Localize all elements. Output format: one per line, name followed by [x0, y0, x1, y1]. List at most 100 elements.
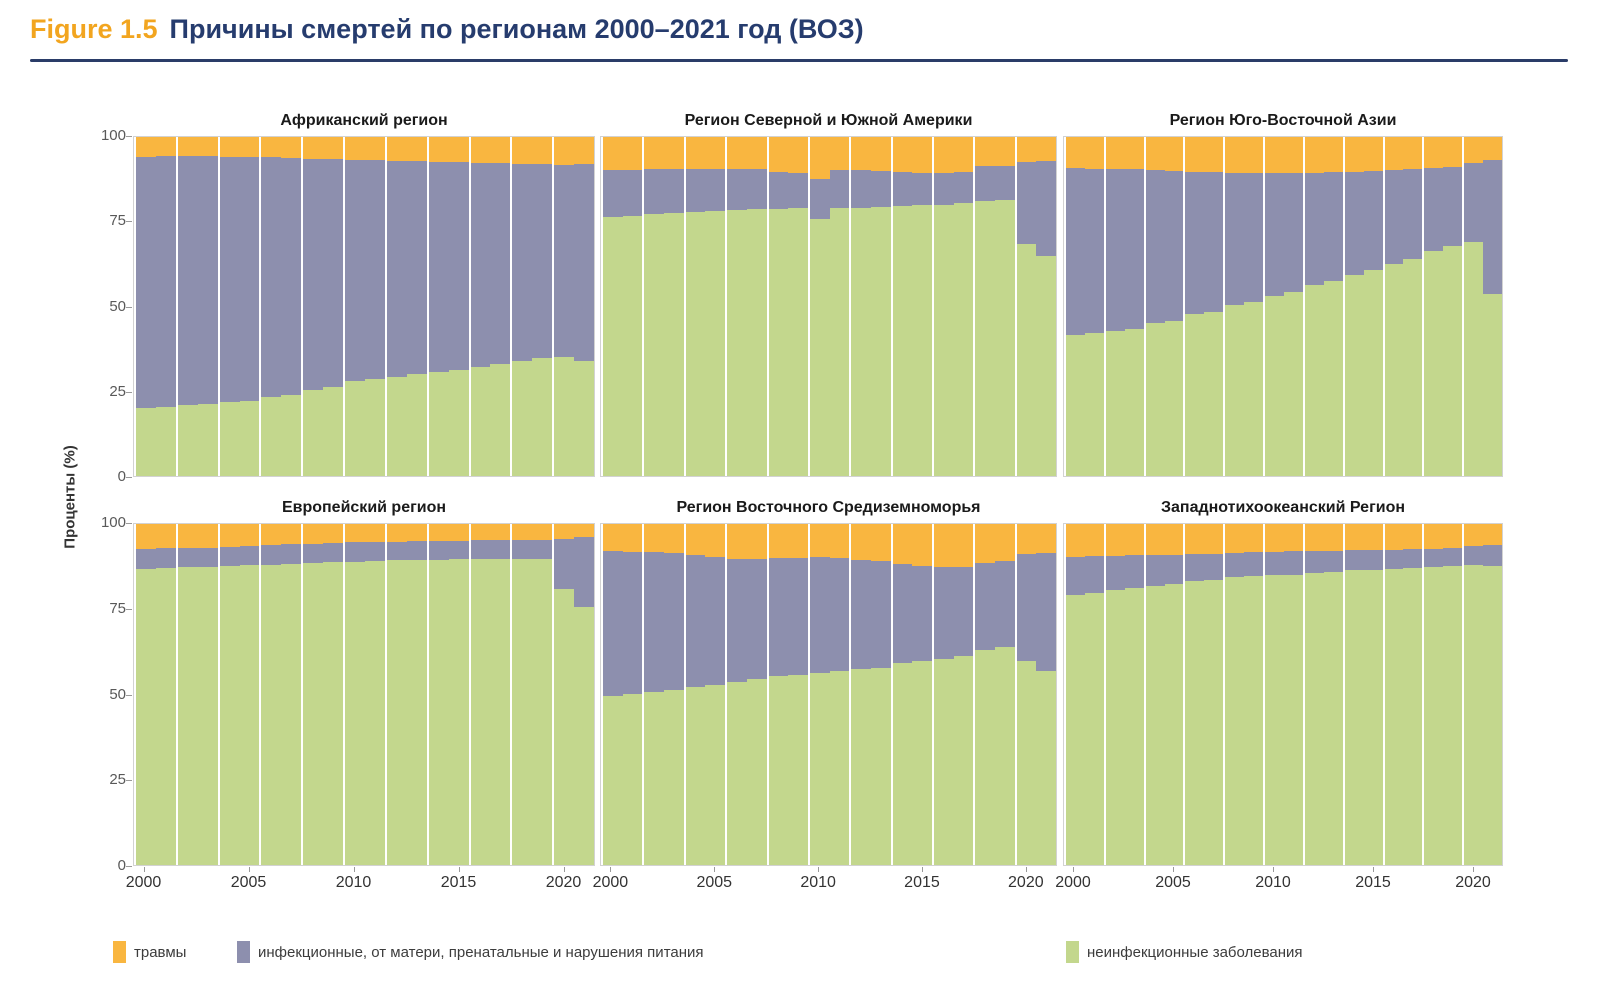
x-tick-mark [1173, 867, 1174, 872]
bar-segment-ncd [1483, 293, 1502, 476]
y-tick-label: 0 [117, 468, 126, 485]
chart-americas-region: Регион Северной и Южной Америки [600, 110, 1057, 477]
bar-segment-ncd [746, 679, 767, 865]
bar-segment-ncd [1344, 274, 1364, 476]
x-tick-label: 2020 [1008, 874, 1044, 891]
bar-segment-ncd [136, 568, 156, 865]
bar-segment-infectious [512, 539, 533, 559]
figure-label: Figure 1.5 [30, 14, 158, 44]
bar-segment-injuries [155, 137, 176, 157]
bar-segment-injuries [1424, 524, 1444, 549]
bar-segment-ncd [995, 200, 1015, 476]
bar-segment-infectious [323, 543, 344, 563]
bar-year-2021 [1483, 524, 1502, 865]
bar-segment-injuries [870, 137, 891, 171]
bar-segment-infectious [1145, 170, 1165, 324]
y-tick-label: 100 [100, 127, 126, 144]
bar-segment-infectious [1265, 551, 1284, 576]
bar-segment-ncd [490, 559, 511, 865]
y-tick-mark [126, 391, 132, 393]
bar-segment-infectious [281, 158, 302, 395]
bar-segment-injuries [809, 137, 830, 180]
bar-segment-infectious [303, 158, 324, 390]
injuries-swatch [113, 941, 126, 963]
legend-label: инфекционные, от матери, пренатальные и … [258, 943, 704, 961]
bar-segment-injuries [1244, 137, 1264, 174]
bar-segment-injuries [746, 524, 767, 560]
bar-year-2021 [1483, 137, 1502, 476]
bar-segment-ncd [428, 372, 449, 476]
bar-segment-ncd [870, 206, 891, 476]
bar-segment-ncd [1265, 295, 1284, 476]
bar-segment-infectious [829, 557, 850, 671]
y-tick-label: 50 [109, 685, 126, 703]
bar-segment-infectious [934, 172, 954, 205]
title-underline-rule [30, 59, 1568, 62]
y-tick-mark [126, 221, 132, 223]
bar-segment-injuries [1304, 137, 1324, 173]
bar-segment-injuries [1363, 524, 1383, 550]
bar-year-2001 [622, 137, 643, 476]
bar-segment-ncd [829, 670, 850, 865]
bar-segment-ncd [664, 690, 684, 865]
bar-year-2016 [932, 524, 954, 865]
bar-segment-injuries [1036, 524, 1057, 553]
bar-year-2001 [1084, 524, 1104, 865]
bar-year-2003 [664, 137, 684, 476]
bar-year-2010 [807, 524, 830, 865]
bar-segment-injuries [1323, 524, 1343, 551]
bar-segment-ncd [1403, 258, 1423, 476]
bar-year-2007 [1204, 524, 1224, 865]
bar-segment-ncd [364, 561, 385, 865]
bar-year-2018 [510, 137, 533, 476]
bar-year-2010 [1263, 137, 1284, 476]
bar-segment-infectious [1204, 554, 1224, 580]
bar-segment-ncd [1185, 581, 1205, 865]
bar-segment-ncd [303, 389, 324, 476]
bar-segment-ncd [622, 215, 643, 476]
bar-year-2001 [155, 524, 176, 865]
y-tick-mark [126, 866, 132, 867]
bar-segment-ncd [1244, 576, 1264, 865]
bar-segment-ncd [1363, 270, 1383, 476]
bar-segment-infectious [1304, 550, 1324, 574]
bar-segment-infectious [934, 567, 954, 659]
bar-year-2015 [448, 524, 469, 865]
bar-segment-ncd [1164, 321, 1184, 476]
bar-segment-infectious [261, 545, 282, 565]
x-tick-mark [1373, 867, 1374, 872]
bar-segment-ncd [1304, 573, 1324, 865]
bar-segment-ncd [512, 360, 533, 476]
bar-segment-infectious [1185, 554, 1205, 582]
bar-segment-injuries [809, 524, 830, 558]
bar-segment-injuries [1244, 524, 1264, 553]
bar-segment-injuries [934, 524, 954, 568]
bar-segment-infectious [1204, 172, 1224, 312]
bar-segment-ncd [386, 560, 407, 865]
bar-segment-injuries [603, 137, 623, 170]
bar-segment-injuries [448, 524, 469, 541]
bar-segment-injuries [727, 524, 747, 560]
plot-area [600, 136, 1057, 477]
bar-segment-ncd [1265, 575, 1284, 865]
bar-segment-infectious [975, 166, 996, 202]
bar-segment-ncd [345, 381, 365, 476]
bar-segment-infectious [554, 539, 575, 589]
bar-year-2009 [323, 524, 344, 865]
bar-segment-injuries [219, 137, 240, 157]
bar-segment-ncd [532, 559, 553, 865]
bar-segment-infectious [1323, 172, 1343, 282]
x-tick-mark [921, 867, 923, 872]
bar-segment-infectious [386, 541, 407, 561]
bar-segment-injuries [1424, 137, 1444, 169]
bar-segment-injuries [1304, 524, 1324, 551]
bar-segment-injuries [1384, 524, 1404, 550]
bar-segment-infectious [239, 157, 260, 401]
bar-segment-infectious [1244, 552, 1264, 577]
bar-segment-infectious [554, 164, 575, 358]
bar-segment-ncd [1344, 570, 1364, 865]
bar-segment-ncd [574, 607, 594, 865]
bar-segment-infectious [622, 169, 643, 216]
bar-year-2006 [1183, 524, 1205, 865]
bar-segment-injuries [912, 137, 932, 173]
